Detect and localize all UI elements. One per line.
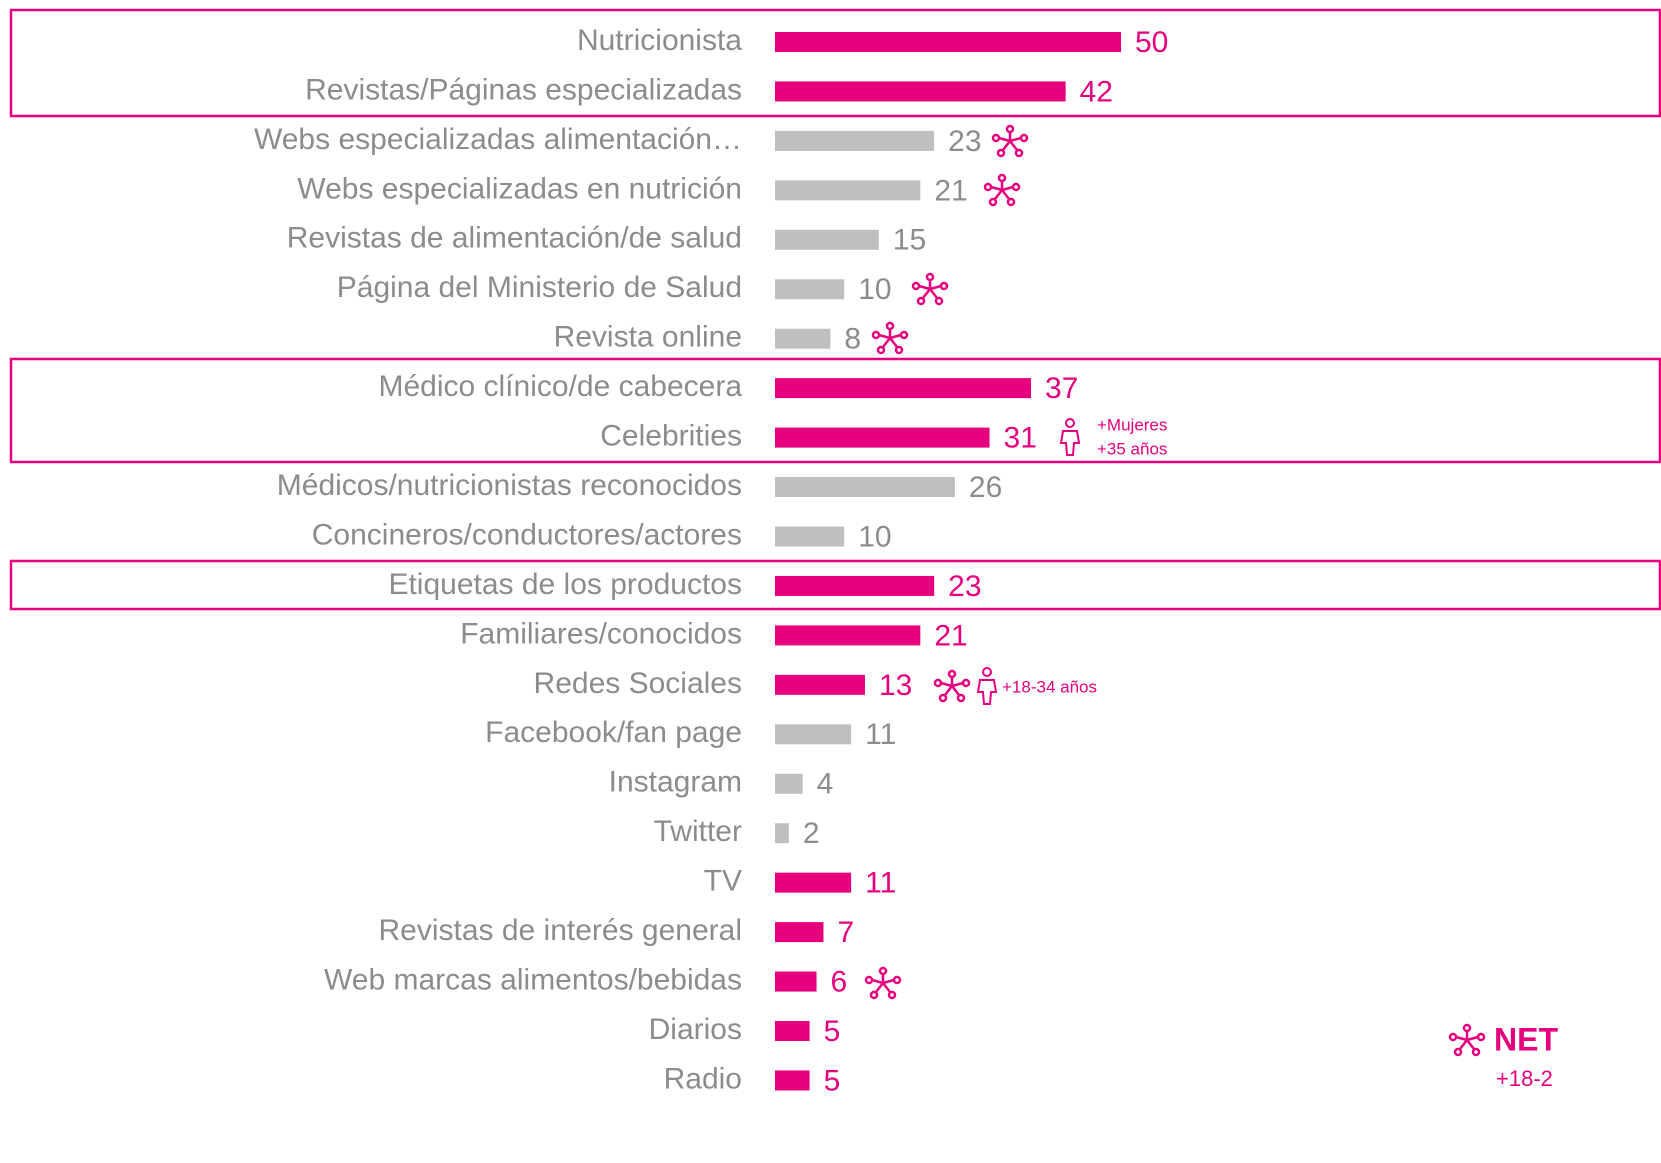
bar xyxy=(775,1070,810,1091)
net-icon xyxy=(864,966,902,1000)
bar xyxy=(775,575,935,596)
category-label: Radio xyxy=(664,1062,742,1095)
bar xyxy=(775,32,1121,52)
net-icon xyxy=(991,124,1029,158)
value-label: 26 xyxy=(969,471,1002,504)
category-label: Nutricionista xyxy=(577,24,742,57)
value-label: 42 xyxy=(1080,75,1113,108)
value-label: 37 xyxy=(1045,372,1078,405)
category-label: Etiquetas de los productos xyxy=(388,568,742,601)
bar xyxy=(775,279,845,300)
net-icon xyxy=(871,321,909,355)
category-label: Revistas/Páginas especializadas xyxy=(305,73,742,106)
value-label: 6 xyxy=(831,965,848,998)
bar xyxy=(775,872,852,893)
value-label: 21 xyxy=(934,174,967,207)
bar xyxy=(775,81,1066,102)
category-label: Webs especializadas alimentación… xyxy=(254,123,742,156)
value-label: 15 xyxy=(893,224,926,257)
value-label: 31 xyxy=(1004,422,1037,455)
category-label: Concineros/conductores/actores xyxy=(312,518,742,551)
value-label: 10 xyxy=(858,273,891,306)
net-icon xyxy=(911,272,949,306)
bar xyxy=(775,378,1032,399)
annotation: +Mujeres xyxy=(1097,415,1167,434)
highlight-box xyxy=(9,357,1661,464)
category-label: Facebook/fan page xyxy=(485,716,742,749)
category-label: Revistas de interés general xyxy=(378,914,742,947)
value-label: 11 xyxy=(865,718,896,751)
category-label: Médico clínico/de cabecera xyxy=(378,370,742,403)
value-label: 5 xyxy=(824,1064,841,1097)
bar xyxy=(775,328,831,349)
bar xyxy=(775,1021,810,1041)
legend-title: NET xyxy=(1494,1021,1558,1057)
category-label: Revistas de alimentación/de salud xyxy=(287,222,742,255)
bar xyxy=(775,625,921,646)
person-icon xyxy=(1060,418,1080,456)
net-icon xyxy=(1448,1023,1486,1057)
value-label: 7 xyxy=(837,916,854,949)
category-label: Web marcas alimentos/bebidas xyxy=(324,963,742,996)
bar xyxy=(775,971,817,992)
category-label: Revista online xyxy=(554,321,742,354)
value-label: 21 xyxy=(934,619,967,652)
bar xyxy=(775,922,824,943)
category-label: Instagram xyxy=(609,766,742,799)
net-icon xyxy=(933,669,971,703)
bar xyxy=(775,229,879,250)
category-label: Celebrities xyxy=(600,420,742,453)
category-label: Página del Ministerio de Salud xyxy=(337,271,742,304)
bar xyxy=(775,427,990,448)
bar xyxy=(775,180,921,201)
annotation: +18-34 años xyxy=(1002,677,1097,696)
category-label: Twitter xyxy=(654,815,742,848)
highlight-box xyxy=(9,559,1661,611)
net-icon xyxy=(983,173,1021,207)
value-label: 8 xyxy=(844,323,861,356)
bar xyxy=(775,526,845,547)
value-label: 50 xyxy=(1135,26,1168,59)
value-label: 13 xyxy=(879,669,912,702)
value-label: 23 xyxy=(948,570,981,603)
bar xyxy=(775,130,935,151)
value-label: 11 xyxy=(865,867,896,900)
annotation: +35 años xyxy=(1097,439,1167,458)
value-label: 2 xyxy=(803,817,820,850)
bar xyxy=(775,724,852,745)
bar xyxy=(775,477,955,498)
bar xyxy=(775,823,789,844)
value-label: 10 xyxy=(858,520,891,553)
category-label: Redes Sociales xyxy=(534,667,742,700)
category-label: Diarios xyxy=(649,1013,742,1046)
bar xyxy=(775,773,803,794)
value-label: 4 xyxy=(817,768,834,801)
category-label: Webs especializadas en nutrición xyxy=(297,172,742,205)
person-icon xyxy=(977,667,997,705)
value-label: 23 xyxy=(948,125,981,158)
category-label: TV xyxy=(704,865,742,898)
category-label: Médicos/nutricionistas reconocidos xyxy=(277,469,742,502)
bar xyxy=(775,674,865,695)
value-label: 5 xyxy=(824,1015,841,1048)
category-label: Familiares/conocidos xyxy=(460,617,742,650)
legend-text: +18-2 xyxy=(1496,1066,1553,1091)
highlight-box xyxy=(9,8,1661,118)
